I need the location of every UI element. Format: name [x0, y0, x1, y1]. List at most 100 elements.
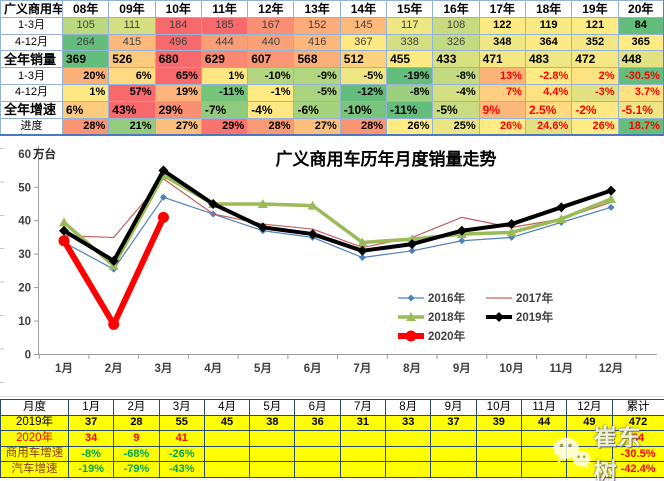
value-cell: 448: [617, 50, 664, 69]
value-cell: 338: [386, 33, 434, 52]
row-label: 1-3月: [0, 16, 63, 35]
y-axis-unit: 万台: [32, 147, 56, 161]
x-axis-label: 4月: [204, 362, 222, 375]
row-label: 全年销量: [0, 50, 63, 69]
value-cell: 7%: [478, 83, 526, 102]
value-cell: 1%: [200, 67, 249, 85]
value-cell: 29%: [200, 117, 249, 136]
legend: 2016年 2017年 2018年 2019年 2020年: [398, 291, 554, 343]
value-cell: 29%: [154, 100, 202, 119]
value-cell: -43%: [158, 461, 205, 478]
value-cell: 39: [475, 414, 522, 432]
svg-text:2019年: 2019年: [516, 310, 554, 324]
value-cell: [203, 430, 251, 447]
value-cell: 167: [247, 16, 295, 35]
value-cell: [294, 430, 341, 447]
value-cell: 111: [108, 16, 156, 35]
value-cell: [339, 461, 387, 478]
value-cell: 28%: [247, 117, 295, 136]
value-cell: 526: [108, 50, 156, 69]
value-cell: -30.5%: [617, 67, 664, 85]
value-cell: 471: [478, 50, 526, 69]
month-header-cell: 5月: [249, 399, 296, 416]
month-header-cell: 9月: [430, 399, 477, 416]
value-cell: 6%: [61, 100, 110, 119]
value-cell: 84: [611, 430, 664, 447]
chart-title: 广义商用车历年月度销量走势: [276, 149, 497, 169]
value-cell: -30.5%: [611, 445, 664, 463]
value-cell: [566, 461, 613, 478]
value-cell: -2%: [571, 100, 619, 119]
year-header-row: 广义商用车 08年 09年 10年 11年 12年 13年 14年 15年 16年 17年 18年 19…: [0, 0, 664, 18]
value-cell: 25%: [432, 117, 480, 136]
value-cell: 26%: [478, 117, 526, 136]
year-header-cell: 14年: [339, 0, 388, 18]
year-header-cell: 12年: [247, 0, 295, 18]
value-cell: 365: [617, 33, 664, 52]
chart-area: 0 10 20 30 40 50 60 万台 1月 2月 3月 4月 5月 6月 7月 8月 9月 10月 11月 1…: [0, 140, 664, 399]
value-cell: -4%: [432, 83, 480, 102]
year-header-cell: 20年: [617, 0, 664, 18]
value-cell: -11%: [200, 83, 249, 102]
month-header-cell: 6月: [294, 399, 341, 416]
value-cell: 264: [61, 33, 110, 52]
value-cell: 472: [611, 414, 664, 432]
table-row: 4-12月 264 415 496 444 440 416 367 338 326 348 364 35…: [0, 33, 664, 52]
x-axis-label: 11月: [549, 362, 573, 375]
value-cell: -8%: [67, 445, 115, 463]
year-header-cell: 16年: [432, 0, 480, 18]
monthly-detail-table: 月度 1月 2月 3月 4月 5月 6月 7月 8月 9月 10月 11月 12月 累计 2019年 37 28…: [0, 399, 664, 478]
value-cell: 108: [432, 16, 480, 35]
x-axis-label: 7月: [353, 362, 371, 375]
value-cell: 185: [200, 16, 249, 35]
table-row: 1-3月 105 111 184 185 167 152 145 117 108 122 119 121…: [0, 16, 664, 35]
value-cell: 13%: [478, 67, 526, 85]
value-cell: 568: [293, 50, 341, 69]
value-cell: [249, 430, 296, 447]
value-cell: 24.6%: [524, 117, 573, 136]
month-header-cell: 7月: [339, 399, 387, 416]
value-cell: 9%: [478, 100, 526, 119]
month-header-cell: 12月: [566, 399, 613, 416]
value-cell: -6%: [293, 100, 341, 119]
series-2019年: [59, 165, 617, 266]
value-cell: [294, 445, 341, 463]
svg-text:10: 10: [18, 316, 31, 328]
value-cell: 55: [158, 414, 205, 432]
value-cell: 119: [524, 16, 573, 35]
x-axis-label: 2月: [105, 362, 123, 375]
svg-text:0: 0: [25, 350, 31, 362]
monthly-sales-trend-chart: 0 10 20 30 40 50 60 万台 1月 2月 3月 4月 5月 6月 7月 8月 9月 10月 11月 1…: [18, 146, 657, 375]
value-cell: [430, 461, 477, 478]
value-cell: [385, 445, 432, 463]
value-cell: 2.5%: [524, 100, 573, 119]
value-cell: [385, 430, 432, 447]
value-cell: 629: [200, 50, 249, 69]
value-cell: -3%: [571, 83, 619, 102]
table-row: 汽车增速 -19% -79% -43% -42.4%: [0, 461, 664, 478]
value-cell: 326: [432, 33, 480, 52]
row-label: 4-12月: [0, 83, 63, 102]
value-cell: 105: [61, 16, 110, 35]
value-cell: 152: [293, 16, 341, 35]
value-cell: 122: [478, 16, 526, 35]
value-cell: 364: [524, 33, 573, 52]
row-label: 汽车增速: [0, 461, 69, 478]
value-cell: 18.7%: [617, 117, 664, 136]
value-cell: 19%: [154, 83, 202, 102]
value-cell: 26%: [571, 117, 619, 136]
svg-text:20: 20: [18, 283, 31, 295]
year-header-cell: 10年: [154, 0, 202, 18]
svg-text:2016年: 2016年: [428, 291, 466, 305]
value-cell: 184: [154, 16, 202, 35]
value-cell: -5%: [293, 83, 341, 102]
value-cell: [249, 445, 296, 463]
table-row: 2019年 37 28 55 45 38 36 31 33 37 39 44 49 472: [0, 414, 664, 432]
value-cell: -10%: [247, 67, 295, 85]
value-cell: 37: [430, 414, 477, 432]
value-cell: 49: [566, 414, 613, 432]
value-cell: 45: [203, 414, 251, 432]
value-cell: 3.7%: [617, 83, 664, 102]
value-cell: [339, 445, 387, 463]
